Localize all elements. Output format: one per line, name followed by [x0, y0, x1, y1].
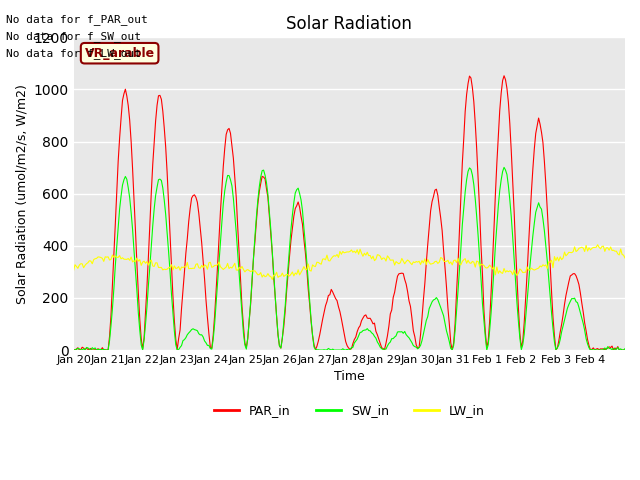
X-axis label: Time: Time [334, 371, 365, 384]
Y-axis label: Solar Radiation (umol/m2/s, W/m2): Solar Radiation (umol/m2/s, W/m2) [15, 84, 28, 304]
Text: No data for f_PAR_out: No data for f_PAR_out [6, 14, 148, 25]
Text: No data for f_LW_out: No data for f_LW_out [6, 48, 141, 59]
Legend: PAR_in, SW_in, LW_in: PAR_in, SW_in, LW_in [209, 399, 490, 422]
Text: VR_arable: VR_arable [84, 47, 155, 60]
Text: No data for f_SW_out: No data for f_SW_out [6, 31, 141, 42]
Title: Solar Radiation: Solar Radiation [286, 15, 412, 33]
